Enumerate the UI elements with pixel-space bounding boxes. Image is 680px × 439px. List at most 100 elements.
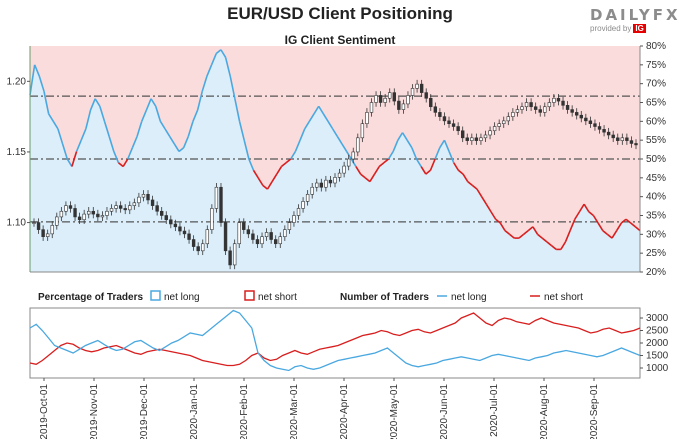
sentiment-segment bbox=[252, 169, 259, 179]
sentiment-segment bbox=[392, 139, 399, 152]
sentiment-segment bbox=[294, 139, 301, 152]
sentiment-segment bbox=[527, 226, 534, 232]
candle-body bbox=[255, 239, 260, 245]
pct-long-label: net long bbox=[164, 292, 200, 303]
traders-panel-frame bbox=[29, 307, 641, 379]
candle-body bbox=[50, 225, 54, 235]
right-tick-label: 35% bbox=[646, 211, 666, 222]
x-tick-label: 2020-Sep-01 bbox=[589, 384, 600, 439]
candle-body bbox=[128, 205, 132, 211]
sentiment-segment bbox=[434, 147, 441, 160]
candle-body bbox=[269, 232, 273, 240]
sentiment-segment bbox=[336, 135, 343, 145]
sentiment-segment bbox=[480, 196, 488, 205]
candle-body bbox=[141, 194, 146, 198]
sentiment-segment bbox=[262, 184, 268, 190]
sentiment-segment bbox=[248, 158, 255, 171]
sentiment-segment bbox=[383, 158, 390, 164]
right-tick-label: 40% bbox=[646, 192, 666, 203]
candle-body bbox=[451, 123, 456, 127]
candle-body bbox=[246, 229, 251, 235]
sentiment-segment bbox=[243, 139, 250, 160]
sentiment-segment bbox=[164, 128, 171, 137]
traders-net-short-line bbox=[29, 312, 641, 367]
sentiment-segment bbox=[592, 215, 599, 224]
sentiment-segment bbox=[187, 121, 194, 137]
sentiment-segment bbox=[178, 147, 185, 153]
sentiment-segment bbox=[373, 166, 380, 175]
sentiment-segment bbox=[266, 181, 273, 190]
candle-body bbox=[196, 246, 200, 252]
candle-body bbox=[579, 114, 583, 119]
candle-body bbox=[424, 92, 428, 99]
num-legend-title: Number of Traders bbox=[340, 292, 429, 303]
sentiment-segment bbox=[38, 75, 45, 92]
sentiment-segment bbox=[597, 222, 604, 231]
chart-subtitle: IG Client Sentiment bbox=[284, 33, 396, 47]
sentiment-segment bbox=[574, 211, 581, 220]
candle-body bbox=[616, 137, 620, 141]
sentiment-segment bbox=[490, 211, 497, 220]
candle-body bbox=[634, 143, 638, 146]
sentiment-segment bbox=[523, 229, 529, 235]
candle-body bbox=[191, 239, 196, 247]
right-tick-label: 20% bbox=[646, 267, 666, 278]
sentiment-segment bbox=[173, 143, 180, 152]
candle-body bbox=[32, 222, 36, 224]
traders-tick-label: 2000 bbox=[646, 338, 669, 349]
candle-body bbox=[584, 117, 588, 122]
traders-tick-label: 1500 bbox=[646, 351, 669, 362]
candle-body bbox=[483, 134, 488, 139]
logo-text: DAILYFX bbox=[590, 6, 680, 24]
sentiment-segment bbox=[606, 233, 613, 239]
sentiment-segment bbox=[234, 98, 241, 122]
candle-body bbox=[565, 105, 570, 110]
x-tick-label: 2020-Mar-01 bbox=[289, 384, 300, 439]
sentiment-segment bbox=[583, 203, 590, 213]
x-tick-label: 2020-Feb-01 bbox=[239, 384, 250, 439]
right-tick-label: 50% bbox=[646, 154, 666, 165]
candle-body bbox=[91, 210, 95, 215]
sentiment-segment bbox=[322, 113, 329, 122]
candle-body bbox=[41, 229, 45, 237]
sentiment-segment bbox=[159, 120, 166, 130]
candle-body bbox=[337, 172, 342, 178]
sentiment-segment bbox=[499, 222, 506, 231]
sentiment-segment bbox=[210, 53, 217, 66]
logo-sub: provided by IG bbox=[590, 24, 674, 33]
sentiment-segment bbox=[71, 151, 78, 167]
sentiment-segment bbox=[257, 177, 264, 186]
candle-body bbox=[137, 196, 141, 204]
right-tick-label: 60% bbox=[646, 116, 666, 127]
candle-body bbox=[36, 222, 41, 230]
sentiment-segment bbox=[360, 173, 366, 179]
sentiment-segment bbox=[224, 57, 232, 77]
sentiment-segment bbox=[215, 49, 222, 55]
sentiment-segment bbox=[634, 226, 641, 232]
candle-body bbox=[182, 230, 187, 235]
sentiment-segment bbox=[509, 233, 515, 239]
candle-body bbox=[105, 210, 109, 216]
candle-body bbox=[447, 120, 451, 124]
pct-short-label: net short bbox=[258, 292, 297, 303]
candle-body bbox=[155, 205, 159, 212]
sentiment-segment bbox=[238, 121, 245, 141]
sentiment-segment bbox=[341, 143, 348, 152]
candle-body bbox=[442, 116, 447, 122]
sentiment-segment bbox=[420, 166, 427, 175]
candle-body bbox=[606, 131, 611, 136]
candle-body bbox=[301, 201, 305, 209]
sentiment-segment bbox=[602, 229, 608, 235]
sentiment-segment bbox=[29, 64, 36, 96]
sentiment-segment bbox=[66, 158, 73, 167]
candle-body bbox=[210, 208, 214, 230]
candle-body bbox=[118, 205, 123, 209]
candle-body bbox=[324, 179, 328, 188]
candle-body bbox=[575, 112, 579, 116]
candle-body bbox=[351, 151, 355, 160]
candle-body bbox=[214, 186, 219, 209]
traders-tick-label: 1000 bbox=[646, 363, 669, 374]
candle-body bbox=[242, 222, 246, 230]
candle-body bbox=[388, 92, 392, 99]
sentiment-segment bbox=[457, 169, 464, 175]
